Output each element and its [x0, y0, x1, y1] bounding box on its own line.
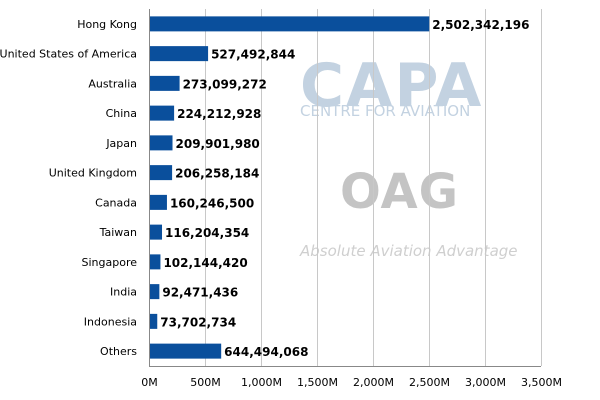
data-label: 160,246,500 [170, 196, 254, 210]
data-label: 224,212,928 [177, 107, 261, 121]
x-tick-label: 1,000M [241, 376, 282, 389]
bar [150, 343, 222, 359]
data-label: 273,099,272 [183, 77, 267, 91]
bar [150, 46, 209, 62]
bar [150, 75, 180, 91]
category-label: Hong Kong [77, 18, 137, 31]
x-tick-label: 500M [190, 376, 221, 389]
data-label: 92,471,436 [162, 286, 238, 300]
x-tick-label: 1,500M [297, 376, 338, 389]
data-label: 209,901,980 [176, 137, 260, 151]
data-label: 206,258,184 [175, 167, 259, 181]
bar [150, 194, 167, 210]
bar [150, 313, 158, 329]
category-label: Taiwan [99, 226, 137, 239]
category-label: Others [100, 345, 137, 358]
bar [150, 254, 161, 270]
data-label: 527,492,844 [211, 48, 295, 62]
category-label: Australia [88, 77, 137, 90]
bar [150, 165, 173, 181]
category-label: United States of America [0, 48, 137, 61]
category-label: India [110, 286, 137, 299]
data-label: 73,702,734 [160, 315, 236, 329]
x-tick-label: 2,000M [353, 376, 394, 389]
bar [150, 284, 160, 300]
bar [150, 105, 175, 121]
data-label: 2,502,342,196 [432, 18, 529, 32]
x-tick-label: 3,500M [521, 376, 562, 389]
category-label: Canada [95, 196, 137, 209]
x-tick-label: 3,000M [465, 376, 506, 389]
bar [150, 135, 173, 151]
category-label: Indonesia [84, 315, 137, 328]
x-tick-label: 0M [141, 376, 158, 389]
data-label: 102,144,420 [163, 256, 247, 270]
data-label: 644,494,068 [224, 345, 308, 359]
category-label: China [106, 107, 137, 120]
bar [150, 224, 163, 240]
bar [150, 16, 430, 32]
category-label: United Kingdom [49, 167, 137, 180]
category-label: Singapore [82, 256, 138, 269]
data-label: 116,204,354 [165, 226, 249, 240]
category-label: Japan [105, 137, 137, 150]
x-tick-label: 2,500M [409, 376, 450, 389]
